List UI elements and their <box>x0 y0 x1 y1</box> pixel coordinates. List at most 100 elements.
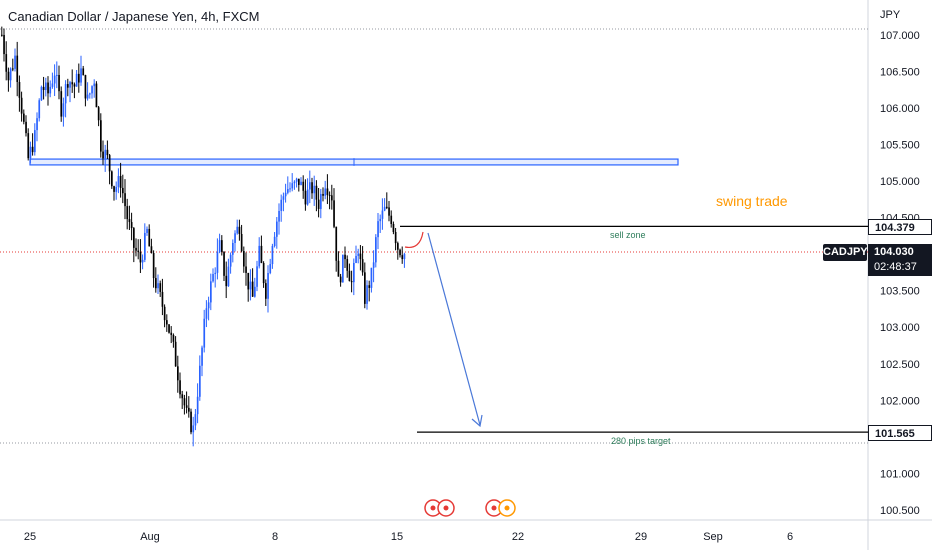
candlestick-series <box>1 26 406 447</box>
candle-body <box>9 68 12 81</box>
candle-body <box>133 228 135 248</box>
candle-body <box>280 199 283 211</box>
candle-body <box>300 181 302 185</box>
candle-body <box>218 240 221 252</box>
candle-body <box>311 182 313 194</box>
candle-body <box>315 185 318 200</box>
candle-body <box>89 93 91 95</box>
candle-body <box>82 68 85 76</box>
candle-body <box>223 251 225 276</box>
chart-title: Canadian Dollar / Japanese Yen, 4h, FXCM <box>8 9 260 24</box>
candle-body <box>394 232 397 244</box>
candle-body <box>172 334 175 342</box>
candle-body <box>388 207 390 216</box>
event-marker-dot <box>430 505 436 511</box>
candle-body <box>313 185 316 194</box>
candle-body <box>168 324 170 333</box>
candle-body <box>100 120 102 152</box>
candle-body <box>392 223 395 233</box>
candle-body <box>97 107 100 121</box>
candle-body <box>75 73 78 87</box>
y-tick-label: 107.000 <box>880 30 920 42</box>
candle-body <box>386 206 388 208</box>
candle-body <box>113 186 115 192</box>
candle-body <box>401 255 404 260</box>
candle-body <box>58 74 60 92</box>
y-axis-ticks: 107.000106.500106.000105.500105.000104.5… <box>880 30 920 517</box>
candle-body <box>161 291 164 307</box>
candle-body <box>328 194 331 196</box>
candle-body <box>234 233 236 243</box>
candle-body <box>56 74 58 76</box>
candle-body <box>247 272 250 290</box>
candle-body <box>256 266 258 287</box>
target-label: 280 pips target <box>611 436 671 446</box>
candle-body <box>144 232 146 260</box>
reversal-curve <box>404 231 424 249</box>
candle-body <box>192 425 195 433</box>
candle-body <box>229 254 232 267</box>
candle-body <box>304 190 307 205</box>
candle-body <box>293 181 296 184</box>
candle-body <box>236 226 239 234</box>
candle-body <box>27 133 30 159</box>
x-tick-label: 8 <box>272 531 278 543</box>
candle-body <box>335 226 338 261</box>
candle-body <box>60 91 63 117</box>
candle-body <box>207 302 210 309</box>
candle-body <box>368 285 371 288</box>
candle-body <box>49 86 52 94</box>
y-tick-label: 100.500 <box>880 505 920 517</box>
candle-body <box>1 34 3 36</box>
candle-body <box>357 253 360 256</box>
candle-body <box>249 281 252 290</box>
swing-trade-annotation[interactable]: swing trade <box>716 193 788 209</box>
x-tick-label: 22 <box>512 531 524 543</box>
candle-body <box>166 320 168 325</box>
candle-body <box>188 407 190 412</box>
candle-body <box>203 318 206 348</box>
event-marker-dot <box>504 505 510 511</box>
candle-body <box>403 253 406 260</box>
candle-body <box>258 245 261 267</box>
candle-body <box>205 308 208 319</box>
candle-body <box>155 278 157 289</box>
candle-body <box>93 83 96 87</box>
candle-body <box>95 83 98 108</box>
candle-body <box>232 242 234 255</box>
candle-body <box>273 236 276 246</box>
candle-body <box>317 199 320 209</box>
candle-body <box>282 196 285 200</box>
candle-body <box>337 260 340 277</box>
candle-body <box>119 176 122 188</box>
candle-body <box>111 171 113 187</box>
candle-body <box>104 149 107 159</box>
candle-body <box>278 210 280 222</box>
candle-body <box>212 274 214 282</box>
y-tick-label: 105.500 <box>880 139 920 151</box>
candle-body <box>390 215 393 224</box>
candle-body <box>379 218 382 222</box>
candle-body <box>36 118 38 131</box>
candle-body <box>146 228 148 233</box>
candle-body <box>150 246 153 254</box>
resistance-zone <box>29 158 679 166</box>
candle-body <box>23 113 25 122</box>
candle-body <box>179 380 181 395</box>
x-tick-label: Aug <box>140 531 160 543</box>
candle-body <box>31 146 34 153</box>
candle-body <box>190 411 192 433</box>
candle-body <box>157 283 159 289</box>
candle-body <box>86 94 89 99</box>
candle-body <box>106 149 109 156</box>
candle-body <box>265 283 267 299</box>
candle-body <box>42 86 45 91</box>
candle-body <box>141 259 144 263</box>
candle-body <box>159 283 162 292</box>
candle-body <box>194 414 197 426</box>
candle-body <box>137 250 140 252</box>
candle-body <box>139 251 142 263</box>
candle-body <box>84 75 87 99</box>
candle-body <box>225 275 228 287</box>
